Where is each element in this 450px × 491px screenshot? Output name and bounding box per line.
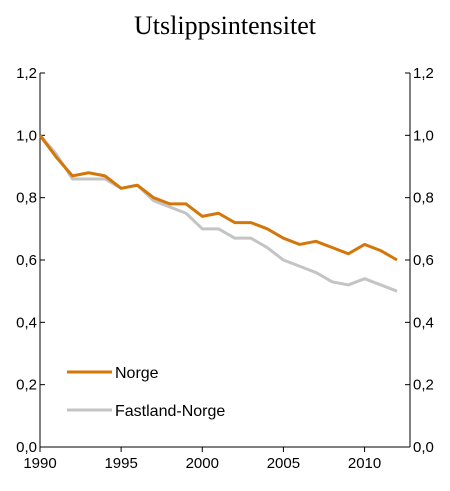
y-tick-label-left: 0,2 [16, 377, 37, 394]
y-tick-label-left: 0,8 [16, 190, 37, 207]
y-tick-label-right: 1,2 [413, 65, 434, 82]
y-tick-label-left: 0,6 [16, 252, 37, 269]
series-line-norge [38, 134, 398, 262]
legend-label-norge: Norge [115, 365, 159, 382]
y-tick-label-left: 1,2 [16, 65, 37, 82]
axes: 0,0 0,0 0,2 0,2 0,4 0,4 0,6 0,6 0,8 0,8 1,0 1,0 1,2 1… [16, 65, 434, 472]
y-tick-label-right: 1,0 [413, 127, 434, 144]
y-tick-label-right: 0,6 [413, 252, 434, 269]
y-tick-label-left: 0,0 [16, 439, 37, 456]
legend-label-fastland-norge: Fastland-Norge [115, 403, 225, 420]
x-tick-label: 1990 [23, 455, 56, 472]
series-line-fastland-norge [38, 134, 398, 293]
series-layer [38, 134, 398, 293]
x-tick-label: 2000 [186, 455, 219, 472]
x-tick-label: 1995 [104, 455, 137, 472]
chart-title: Utslippsintensitet [134, 11, 317, 40]
x-tick-label: 2005 [267, 455, 300, 472]
y-tick-label-right: 0,4 [413, 314, 434, 331]
legend: Norge Fastland-Norge [67, 365, 225, 420]
y-tick-label-left: 1,0 [16, 127, 37, 144]
x-tick-label: 2010 [348, 455, 381, 472]
y-tick-label-right: 0,2 [413, 377, 434, 394]
y-tick-label-right: 0,0 [413, 439, 434, 456]
y-tick-label-left: 0,4 [16, 314, 37, 331]
y-tick-label-right: 0,8 [413, 190, 434, 207]
